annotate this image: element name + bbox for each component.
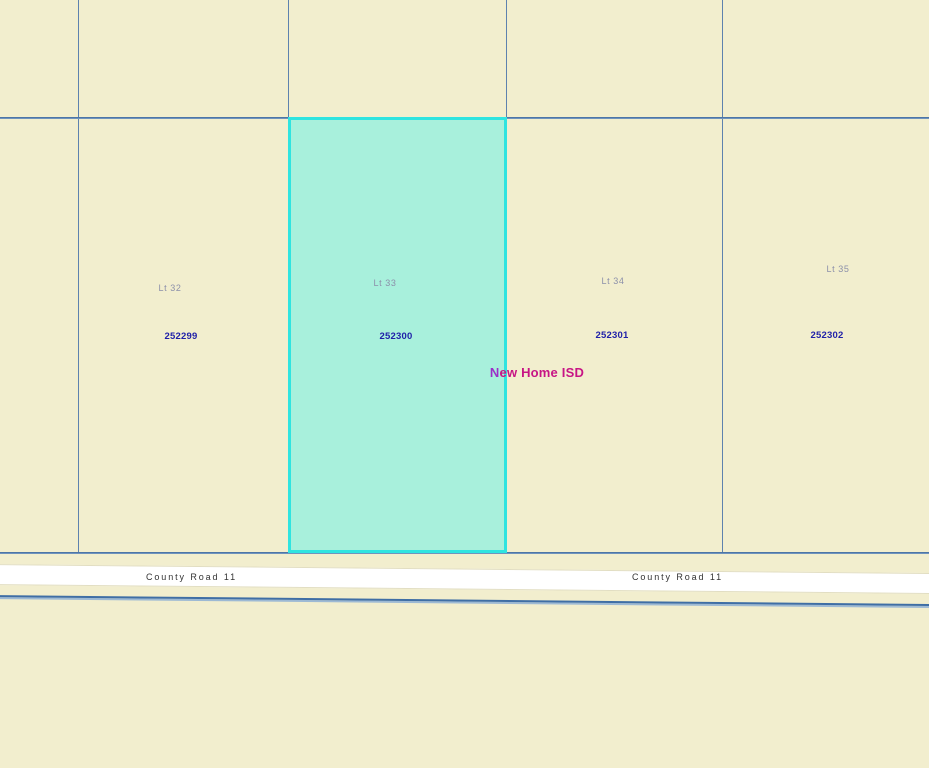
parcel-id-252300[interactable]: 252300 (379, 331, 413, 342)
parcel-id-252301[interactable]: 252301 (595, 330, 629, 341)
road-label-right: County Road 11 (632, 572, 723, 582)
parcel-boundary-horizontal-bottom-shadow (0, 553, 929, 554)
parcel-boundary-vertical-1 (78, 0, 79, 553)
lot-label-33: Lt 33 (373, 278, 397, 288)
school-district-label-rest: ew Home ISD (499, 365, 585, 380)
parcel-id-252302[interactable]: 252302 (810, 330, 844, 341)
parcel-boundary-vertical-3 (506, 0, 507, 118)
school-district-label-lead: N (489, 365, 500, 380)
lot-label-35: Lt 35 (826, 264, 850, 274)
parcel-id-252299[interactable]: 252299 (164, 331, 198, 342)
parcel-boundary-vertical-4 (722, 0, 723, 553)
lot-label-32: Lt 32 (158, 283, 182, 293)
selected-parcel-252300[interactable] (288, 117, 507, 553)
school-district-label: New Home ISD (490, 365, 584, 380)
road-label-left: County Road 11 (146, 572, 237, 582)
lot-label-34: Lt 34 (601, 276, 625, 286)
parcel-boundary-vertical-2 (288, 0, 289, 118)
